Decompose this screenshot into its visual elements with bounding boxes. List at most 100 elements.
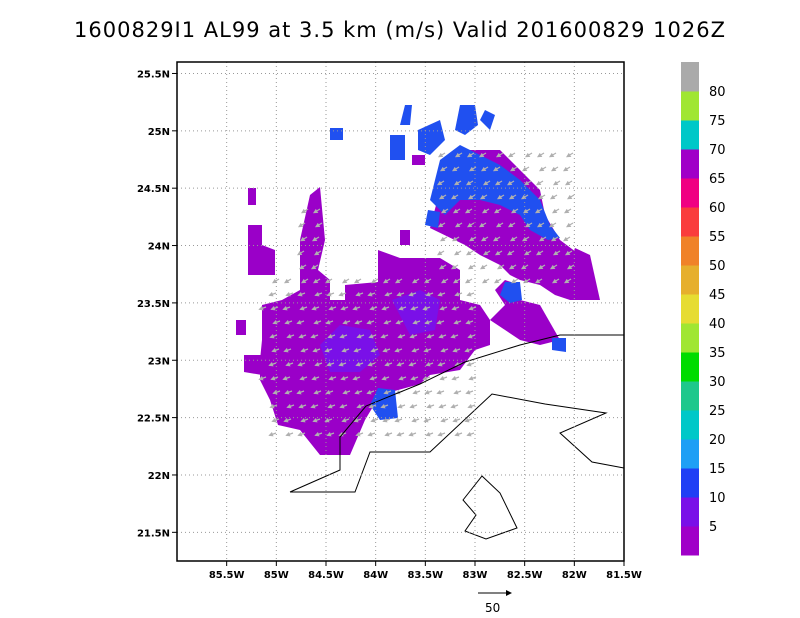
wind-vector bbox=[423, 347, 432, 353]
wind-vector bbox=[454, 250, 462, 256]
wind-vector bbox=[481, 166, 489, 172]
wind-vector bbox=[452, 347, 461, 353]
wind-vector bbox=[384, 291, 393, 297]
wind-vector bbox=[396, 431, 405, 437]
wind-vector bbox=[396, 361, 405, 367]
wind-vector bbox=[481, 236, 489, 242]
wind-speed-region bbox=[400, 230, 410, 245]
wind-vector bbox=[268, 291, 277, 297]
wind-vector bbox=[439, 264, 447, 270]
colorbar-label: 55 bbox=[709, 230, 726, 245]
colorbar-segment bbox=[681, 410, 699, 440]
wind-vector bbox=[566, 152, 574, 158]
wind-vector bbox=[424, 389, 433, 395]
wind-vector bbox=[525, 152, 533, 158]
wind-vector bbox=[258, 305, 267, 311]
colorbar-segment bbox=[681, 149, 699, 179]
wind-vector bbox=[550, 194, 558, 200]
wind-vector bbox=[535, 278, 543, 284]
wind-vector bbox=[282, 305, 291, 311]
wind-vector bbox=[268, 361, 277, 367]
colorbar-label: 20 bbox=[709, 433, 726, 448]
wind-vector bbox=[469, 166, 477, 172]
wind-vector bbox=[441, 278, 449, 284]
wind-vector bbox=[270, 375, 279, 381]
wind-vector bbox=[440, 166, 448, 172]
wind-vector bbox=[553, 250, 561, 256]
wind-vector bbox=[384, 431, 393, 437]
wind-vector bbox=[439, 305, 448, 311]
wind-vector bbox=[368, 333, 377, 339]
colorbar-label: 40 bbox=[709, 317, 726, 332]
wind-vector bbox=[466, 291, 475, 297]
wind-vector bbox=[383, 278, 391, 284]
colorbar-label: 45 bbox=[709, 288, 726, 303]
wind-vector bbox=[453, 319, 462, 325]
wind-speed-region bbox=[480, 110, 495, 130]
wind-vector bbox=[423, 417, 432, 423]
wind-vector bbox=[395, 319, 404, 325]
lat-lon-grid bbox=[177, 62, 625, 561]
wind-vector bbox=[451, 375, 460, 381]
wind-vector bbox=[509, 264, 517, 270]
wind-vector bbox=[314, 431, 323, 437]
lat-tick-label: 25N bbox=[148, 127, 170, 138]
wind-vector bbox=[269, 333, 278, 339]
wind-vector bbox=[452, 417, 461, 423]
colorbar-label: 10 bbox=[709, 491, 726, 506]
wind-vector bbox=[468, 264, 476, 270]
wind-vector bbox=[408, 431, 417, 437]
wind-speed-region bbox=[390, 135, 405, 160]
wind-vector bbox=[522, 166, 530, 172]
wind-vector bbox=[383, 319, 392, 325]
wind-vector bbox=[296, 319, 305, 325]
wind-vector bbox=[510, 166, 518, 172]
wind-vector bbox=[450, 403, 459, 409]
wind-vector bbox=[438, 403, 447, 409]
wind-vector bbox=[341, 347, 350, 353]
colorbar-label: 30 bbox=[709, 375, 726, 390]
lat-tick-label: 22.5N bbox=[137, 414, 170, 425]
wind-vector bbox=[324, 417, 333, 423]
wind-vector bbox=[394, 417, 403, 423]
colorbar-segment bbox=[681, 468, 699, 498]
wind-vector bbox=[551, 236, 559, 242]
colorbar-label: 65 bbox=[709, 172, 726, 187]
wind-vector bbox=[521, 194, 529, 200]
wind-vector bbox=[381, 305, 390, 311]
lon-tick-label: 84.5W bbox=[308, 570, 344, 581]
colorbar-segment bbox=[681, 323, 699, 353]
wind-vector bbox=[466, 431, 475, 437]
wind-vector bbox=[325, 319, 334, 325]
wind-vector bbox=[523, 208, 531, 214]
wind-vector bbox=[396, 291, 405, 297]
wind-vector bbox=[524, 180, 532, 186]
wind-vector bbox=[381, 375, 390, 381]
wind-vector bbox=[339, 333, 348, 339]
wind-speed-region bbox=[552, 338, 566, 352]
wind-vector bbox=[313, 278, 321, 284]
wind-vector bbox=[451, 264, 459, 270]
wind-vector bbox=[382, 347, 391, 353]
wind-vector bbox=[366, 389, 375, 395]
wind-vector bbox=[567, 264, 575, 270]
wind-vector bbox=[366, 319, 375, 325]
wind-vector bbox=[522, 236, 530, 242]
wind-vector bbox=[437, 361, 446, 367]
wind-vector bbox=[552, 278, 560, 284]
reference-vector-label: 50 bbox=[485, 601, 500, 615]
coastline bbox=[289, 334, 624, 540]
lon-tick-label: 83W bbox=[463, 570, 488, 581]
wind-vector bbox=[565, 180, 573, 186]
wind-vector bbox=[328, 375, 337, 381]
wind-vector bbox=[339, 403, 348, 409]
wind-vector bbox=[452, 236, 460, 242]
wind-vector bbox=[397, 403, 406, 409]
wind-vector bbox=[453, 208, 461, 214]
wind-vector bbox=[398, 375, 407, 381]
wind-vector bbox=[437, 291, 446, 297]
wind-speed-region bbox=[412, 155, 425, 165]
wind-vector bbox=[480, 194, 488, 200]
wind-vector bbox=[464, 417, 473, 423]
